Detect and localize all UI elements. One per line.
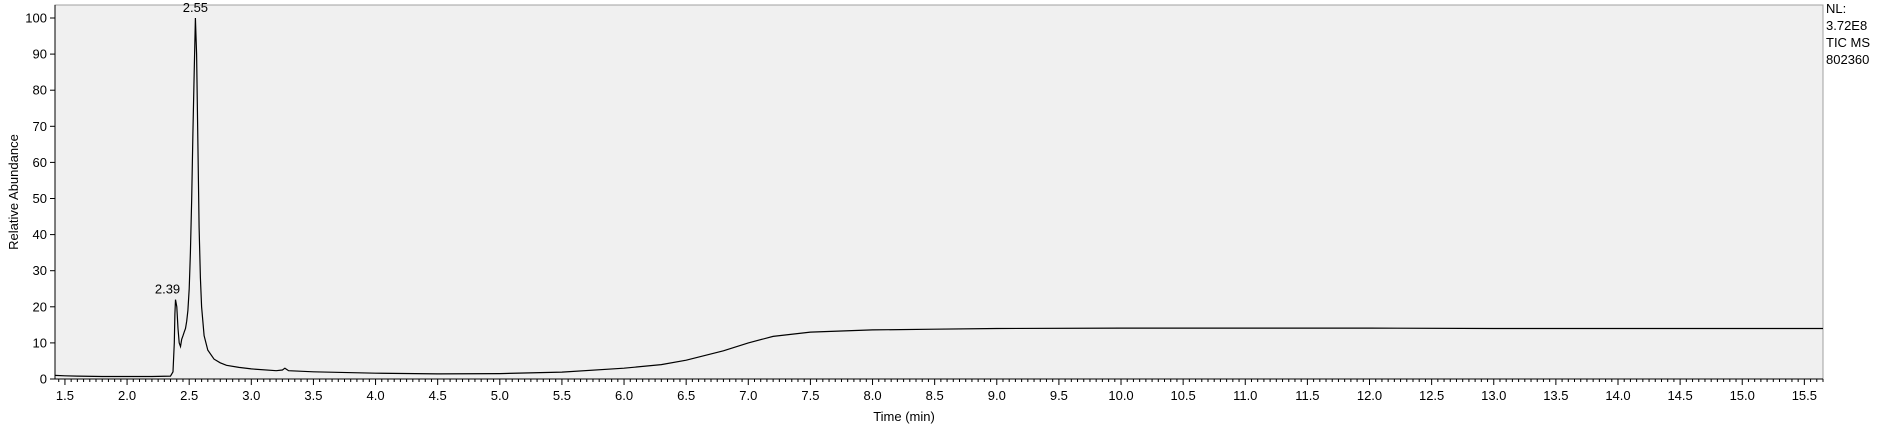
y-tick-label: 40 bbox=[33, 227, 47, 242]
x-tick-label: 15.0 bbox=[1730, 388, 1755, 403]
x-tick-label: 4.0 bbox=[367, 388, 385, 403]
y-tick-label: 100 bbox=[25, 11, 47, 26]
x-tick-label: 11.0 bbox=[1233, 388, 1257, 403]
y-axis: 0 10 20 30 40 50 60 70 80 90 100 bbox=[25, 5, 56, 387]
x-tick-label: 1.5 bbox=[56, 388, 74, 403]
peak-label: 2.39 bbox=[155, 282, 180, 297]
chromatogram-trace bbox=[54, 17, 1823, 378]
x-tick-label: 8.0 bbox=[863, 388, 881, 403]
x-tick-label: 12.0 bbox=[1357, 388, 1382, 403]
nl-info-line: 802360 bbox=[1826, 52, 1869, 67]
x-tick-label: 4.5 bbox=[429, 388, 447, 403]
x-axis: 1.5 2.0 2.5 3.0 3.5 4.0 4.5 5.0 5.5 6.0 6.5 7.0 7.5 8… bbox=[55, 378, 1824, 403]
x-tick-label: 7.0 bbox=[739, 388, 757, 403]
x-tick-label: 11.5 bbox=[1295, 388, 1319, 403]
x-tick-label: 3.0 bbox=[242, 388, 260, 403]
y-tick-label: 80 bbox=[33, 83, 47, 98]
x-tick-label: 5.5 bbox=[553, 388, 571, 403]
x-tick-label: 2.5 bbox=[180, 388, 198, 403]
y-tick-label: 50 bbox=[33, 191, 47, 206]
y-tick-label: 20 bbox=[33, 299, 47, 314]
x-axis-title: Time (min) bbox=[873, 409, 935, 424]
peak-labels: 2.55 2.39 bbox=[155, 0, 208, 297]
x-tick-label: 9.5 bbox=[1050, 388, 1068, 403]
plot-area bbox=[54, 4, 1824, 380]
x-tick-label: 12.5 bbox=[1419, 388, 1444, 403]
x-tick-label: 10.5 bbox=[1170, 388, 1195, 403]
nl-info-line: TIC MS bbox=[1826, 35, 1870, 50]
x-tick-label: 6.5 bbox=[677, 388, 695, 403]
x-tick-label: 5.0 bbox=[491, 388, 509, 403]
nl-info-line: NL: bbox=[1826, 1, 1846, 16]
x-tick-label: 13.5 bbox=[1543, 388, 1568, 403]
x-tick-label: 7.5 bbox=[801, 388, 819, 403]
y-tick-label: 0 bbox=[40, 372, 47, 387]
x-tick-label: 13.0 bbox=[1481, 388, 1506, 403]
x-tick-label: 10.0 bbox=[1108, 388, 1133, 403]
nl-info-line: 3.72E8 bbox=[1826, 18, 1867, 33]
y-tick-label: 90 bbox=[33, 47, 47, 62]
x-tick-label: 9.0 bbox=[988, 388, 1006, 403]
x-tick-label: 2.0 bbox=[118, 388, 136, 403]
y-tick-label: 70 bbox=[33, 119, 47, 134]
y-axis-title: Relative Abundance bbox=[6, 134, 21, 250]
y-tick-label: 30 bbox=[33, 263, 47, 278]
nl-info-block: NL: 3.72E8 TIC MS 802360 bbox=[1826, 1, 1870, 67]
peak-label: 2.55 bbox=[183, 0, 208, 15]
x-tick-label: 14.0 bbox=[1605, 388, 1630, 403]
x-tick-label: 3.5 bbox=[304, 388, 322, 403]
x-tick-label: 14.5 bbox=[1667, 388, 1692, 403]
y-tick-label: 60 bbox=[33, 155, 47, 170]
x-tick-label: 6.0 bbox=[615, 388, 633, 403]
x-tick-label: 8.5 bbox=[926, 388, 944, 403]
x-tick-label: 15.5 bbox=[1792, 388, 1817, 403]
y-tick-label: 10 bbox=[33, 335, 47, 350]
